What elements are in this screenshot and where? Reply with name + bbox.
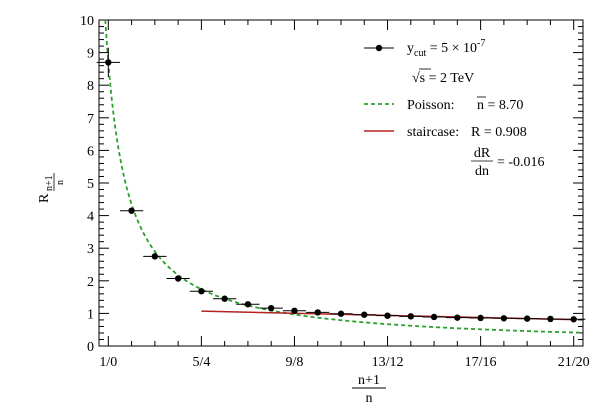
y-tick-label: 4 [87,210,94,225]
data-point [105,59,112,66]
x-axis-label-numerator: n+1 [358,373,380,388]
y-axis-label-sub-den: n [55,180,66,185]
legend-poisson-value: n = 8.70 [477,98,523,113]
data-point [384,312,391,319]
y-tick-label: 5 [87,177,94,192]
data-point [174,275,182,282]
data-point [151,253,159,260]
legend-dR-numerator: dR [474,146,491,161]
legend-sqrt-s-label: √s = 2 TeV [412,71,474,86]
data-point [337,310,345,317]
data-point [128,207,135,214]
y-tick-label: 3 [87,242,94,257]
data-points [96,47,586,323]
y-tick-label: 1 [87,307,94,322]
x-axis: 1/0 5/4 9/8 13/12 17/16 21/20 [99,20,590,370]
data-point [547,315,554,323]
legend-ycut-label: ycut = 5 × 10-7 [407,38,485,59]
data-point [221,295,228,302]
legend-poisson-label: Poisson: [407,98,454,113]
data-point [267,304,275,312]
y-tick-label: 7 [87,112,94,127]
legend-dRdn-value: = -0.016 [497,155,545,170]
legend-data-marker [375,44,383,52]
data-point [477,314,484,322]
data-point [314,309,321,316]
plot-frame [98,19,584,347]
x-tick-label: 13/12 [372,355,404,370]
legend-staircase-value: R = 0.908 [471,125,527,140]
x-tick-label: 9/8 [286,355,304,370]
legend: ycut = 5 × 10-7 √s = 2 TeV Poisson: n = … [364,38,545,179]
legend-staircase-label: staircase: [407,125,459,140]
y-tick-label: 9 [87,47,94,62]
data-point [430,313,438,321]
y-tick-label: 2 [87,275,94,290]
y-tick-label: 10 [80,14,94,29]
y-axis: 0 1 2 3 4 5 6 7 8 9 10 [80,14,583,355]
y-tick-label: 0 [87,340,94,355]
data-point [454,314,461,321]
y-axis-label: R n+1 n [37,173,66,203]
x-tick-label: 1/0 [99,355,117,370]
legend-dn-denominator: dn [475,164,489,179]
data-point [291,307,298,314]
y-tick-label: 8 [87,79,94,94]
x-axis-label-denominator: n [366,391,373,406]
data-point [407,313,415,320]
x-axis-label: n+1 n [352,373,386,406]
data-point [361,311,368,318]
data-point [523,315,531,322]
data-point [570,316,577,323]
y-axis-label-main: R [37,193,52,203]
poisson-curve [104,19,584,334]
y-axis-label-sub-num: n+1 [44,175,55,191]
x-tick-label: 21/20 [558,355,590,370]
x-tick-label: 17/16 [465,355,497,370]
y-tick-label: 6 [87,144,94,159]
data-point [500,315,508,322]
data-point [198,288,205,295]
x-tick-label: 5/4 [192,355,210,370]
data-point [244,301,252,308]
